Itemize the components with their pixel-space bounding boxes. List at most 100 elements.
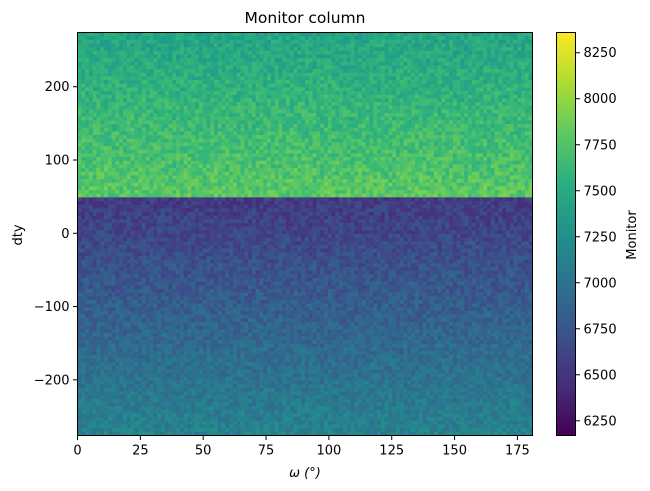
heatmap-cell xyxy=(445,153,450,158)
heatmap-cell xyxy=(274,47,279,52)
heatmap-cell xyxy=(198,87,203,92)
heatmap-cell xyxy=(214,131,219,136)
heatmap-cell xyxy=(126,127,131,132)
heatmap-cell xyxy=(149,157,154,162)
heatmap-cell xyxy=(221,87,226,92)
heatmap-cell xyxy=(263,69,268,74)
heatmap-cell xyxy=(418,91,423,96)
heatmap-cell xyxy=(191,58,196,63)
heatmap-cell xyxy=(77,160,82,165)
heatmap-cell xyxy=(350,160,355,165)
heatmap-cell xyxy=(198,72,203,77)
heatmap-cell xyxy=(380,39,385,44)
heatmap-cell xyxy=(392,58,397,63)
heatmap-cell xyxy=(301,179,306,184)
heatmap-cell xyxy=(187,168,192,173)
heatmap-cell xyxy=(445,149,450,154)
heatmap-cell xyxy=(274,127,279,132)
heatmap-cell xyxy=(346,153,351,158)
heatmap-cell xyxy=(411,54,416,59)
heatmap-cell xyxy=(115,54,120,59)
heatmap-cell xyxy=(214,164,219,169)
heatmap-cell xyxy=(426,83,431,88)
heatmap-cell xyxy=(384,43,389,48)
heatmap-cell xyxy=(107,131,112,136)
heatmap-cell xyxy=(388,138,393,143)
heatmap-cell xyxy=(418,153,423,158)
heatmap-cell xyxy=(278,69,283,74)
heatmap-cell xyxy=(396,153,401,158)
heatmap-cell xyxy=(452,116,458,121)
heatmap-cell xyxy=(433,171,439,176)
heatmap-cell xyxy=(172,157,177,162)
heatmap-cell xyxy=(267,98,272,103)
heatmap-cell xyxy=(449,160,454,165)
heatmap-cell xyxy=(115,98,120,103)
heatmap-cell xyxy=(293,91,298,96)
heatmap-cell xyxy=(490,142,495,147)
heatmap-cell xyxy=(494,58,499,63)
heatmap-cell xyxy=(149,91,154,96)
heatmap-cell xyxy=(77,80,82,85)
heatmap-cell xyxy=(138,171,143,176)
heatmap-cell xyxy=(176,61,181,66)
heatmap-cell xyxy=(187,50,192,55)
heatmap-cell xyxy=(149,142,154,147)
heatmap-cell xyxy=(365,168,370,173)
heatmap-cell xyxy=(350,39,355,44)
heatmap-cell xyxy=(399,65,404,70)
heatmap-cell xyxy=(168,168,173,173)
heatmap-cell xyxy=(168,179,173,184)
heatmap-cell xyxy=(176,164,181,169)
heatmap-cell xyxy=(289,69,294,74)
heatmap-cell xyxy=(126,43,131,48)
heatmap-cell xyxy=(377,135,382,140)
heatmap-cell xyxy=(267,116,272,121)
heatmap-cell xyxy=(191,127,196,132)
heatmap-cell xyxy=(141,157,147,162)
heatmap-cell xyxy=(206,91,211,96)
heatmap-cell xyxy=(221,135,226,140)
heatmap-cell xyxy=(384,91,389,96)
heatmap-cell xyxy=(399,102,404,107)
heatmap-cell xyxy=(183,98,188,103)
heatmap-cell xyxy=(327,142,332,147)
heatmap-cell xyxy=(126,146,131,151)
heatmap-cell xyxy=(490,36,495,41)
heatmap-cell xyxy=(430,175,435,180)
heatmap-cell xyxy=(445,127,450,132)
heatmap-cell xyxy=(380,127,385,132)
heatmap-cell xyxy=(100,54,105,59)
heatmap-cell xyxy=(361,32,367,37)
heatmap-cell xyxy=(517,72,522,77)
heatmap-cell xyxy=(293,179,298,184)
heatmap-cell xyxy=(126,160,131,165)
heatmap-cell xyxy=(126,69,131,74)
heatmap-cell xyxy=(323,168,329,173)
heatmap-cell xyxy=(460,80,465,85)
heatmap-cell xyxy=(521,127,526,132)
heatmap-cell xyxy=(361,113,367,118)
heatmap-cell xyxy=(149,72,154,77)
heatmap-cell xyxy=(232,164,238,169)
heatmap-cell xyxy=(270,43,276,48)
heatmap-cell xyxy=(289,157,294,162)
heatmap-cell xyxy=(289,164,294,169)
heatmap-cell xyxy=(471,127,476,132)
heatmap-cell xyxy=(521,72,526,77)
heatmap-cell xyxy=(183,69,188,74)
heatmap-cell xyxy=(297,168,302,173)
heatmap-cell xyxy=(293,102,298,107)
heatmap-cell xyxy=(168,149,173,154)
heatmap-cell xyxy=(141,149,147,154)
heatmap-cell xyxy=(312,94,317,99)
heatmap-cell xyxy=(187,160,192,165)
heatmap-cell xyxy=(524,94,530,99)
heatmap-cell xyxy=(502,127,507,132)
heatmap-cell xyxy=(411,105,416,110)
heatmap-cell xyxy=(490,91,495,96)
heatmap-cell xyxy=(505,124,511,129)
heatmap-cell xyxy=(176,94,181,99)
heatmap-cell xyxy=(232,36,238,41)
heatmap-cell xyxy=(320,175,325,180)
